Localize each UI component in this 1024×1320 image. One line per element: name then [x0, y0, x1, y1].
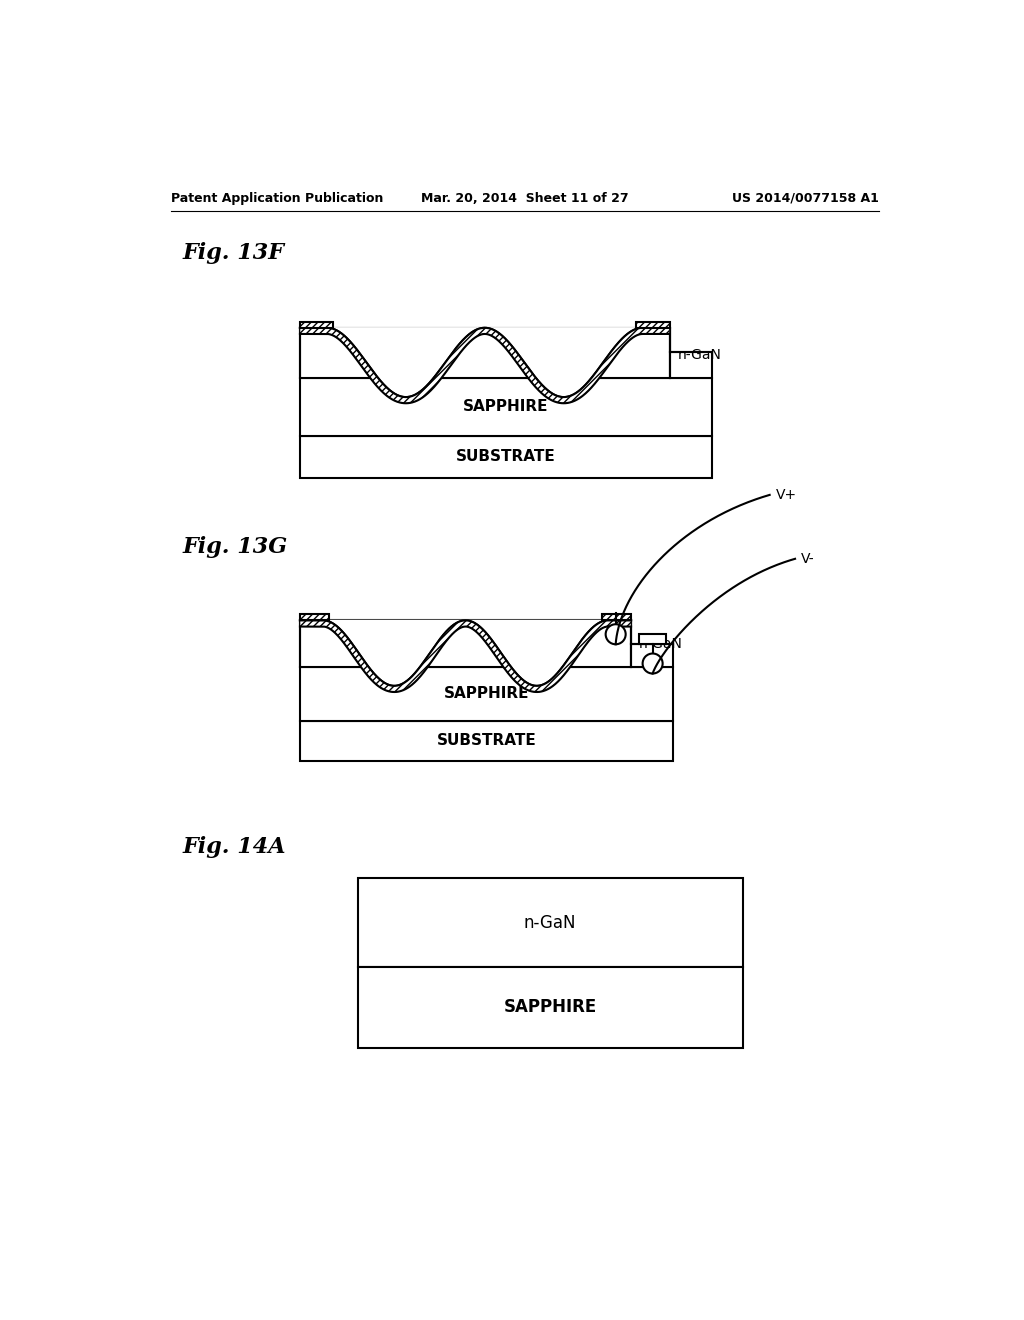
Bar [631, 644, 674, 667]
Polygon shape [300, 620, 631, 692]
Text: Fig. 14A: Fig. 14A [183, 836, 287, 858]
Text: SAPPHIRE: SAPPHIRE [504, 998, 597, 1016]
Circle shape [643, 653, 663, 673]
Text: n-GaN: n-GaN [639, 636, 683, 651]
Bar [602, 614, 631, 620]
Text: V+: V+ [776, 488, 797, 502]
Text: SAPPHIRE: SAPPHIRE [463, 399, 549, 414]
Bar [300, 667, 674, 721]
Text: n-GaN: n-GaN [524, 913, 577, 932]
Bar [637, 322, 670, 327]
Bar [357, 966, 742, 1048]
Text: Fig. 13G: Fig. 13G [183, 536, 288, 557]
Bar [639, 635, 667, 644]
Bar [300, 327, 670, 378]
Bar [300, 378, 712, 436]
Bar [357, 878, 742, 966]
Text: SAPPHIRE: SAPPHIRE [444, 686, 529, 701]
Text: V-: V- [801, 552, 815, 566]
Polygon shape [300, 327, 670, 397]
Bar [300, 436, 712, 478]
Text: Mar. 20, 2014  Sheet 11 of 27: Mar. 20, 2014 Sheet 11 of 27 [421, 191, 629, 205]
Bar [300, 322, 333, 327]
Text: Patent Application Publication: Patent Application Publication [171, 191, 383, 205]
Bar [300, 721, 674, 760]
Text: Fig. 13F: Fig. 13F [183, 242, 285, 264]
Bar [300, 614, 330, 620]
Text: n-GaN: n-GaN [677, 347, 721, 362]
Bar [670, 352, 712, 378]
Text: US 2014/0077158 A1: US 2014/0077158 A1 [732, 191, 879, 205]
Polygon shape [300, 327, 670, 403]
Polygon shape [300, 620, 631, 686]
Text: SUBSTRATE: SUBSTRATE [456, 449, 556, 465]
Circle shape [605, 624, 626, 644]
Bar [300, 620, 631, 667]
Text: SUBSTRATE: SUBSTRATE [437, 733, 537, 748]
